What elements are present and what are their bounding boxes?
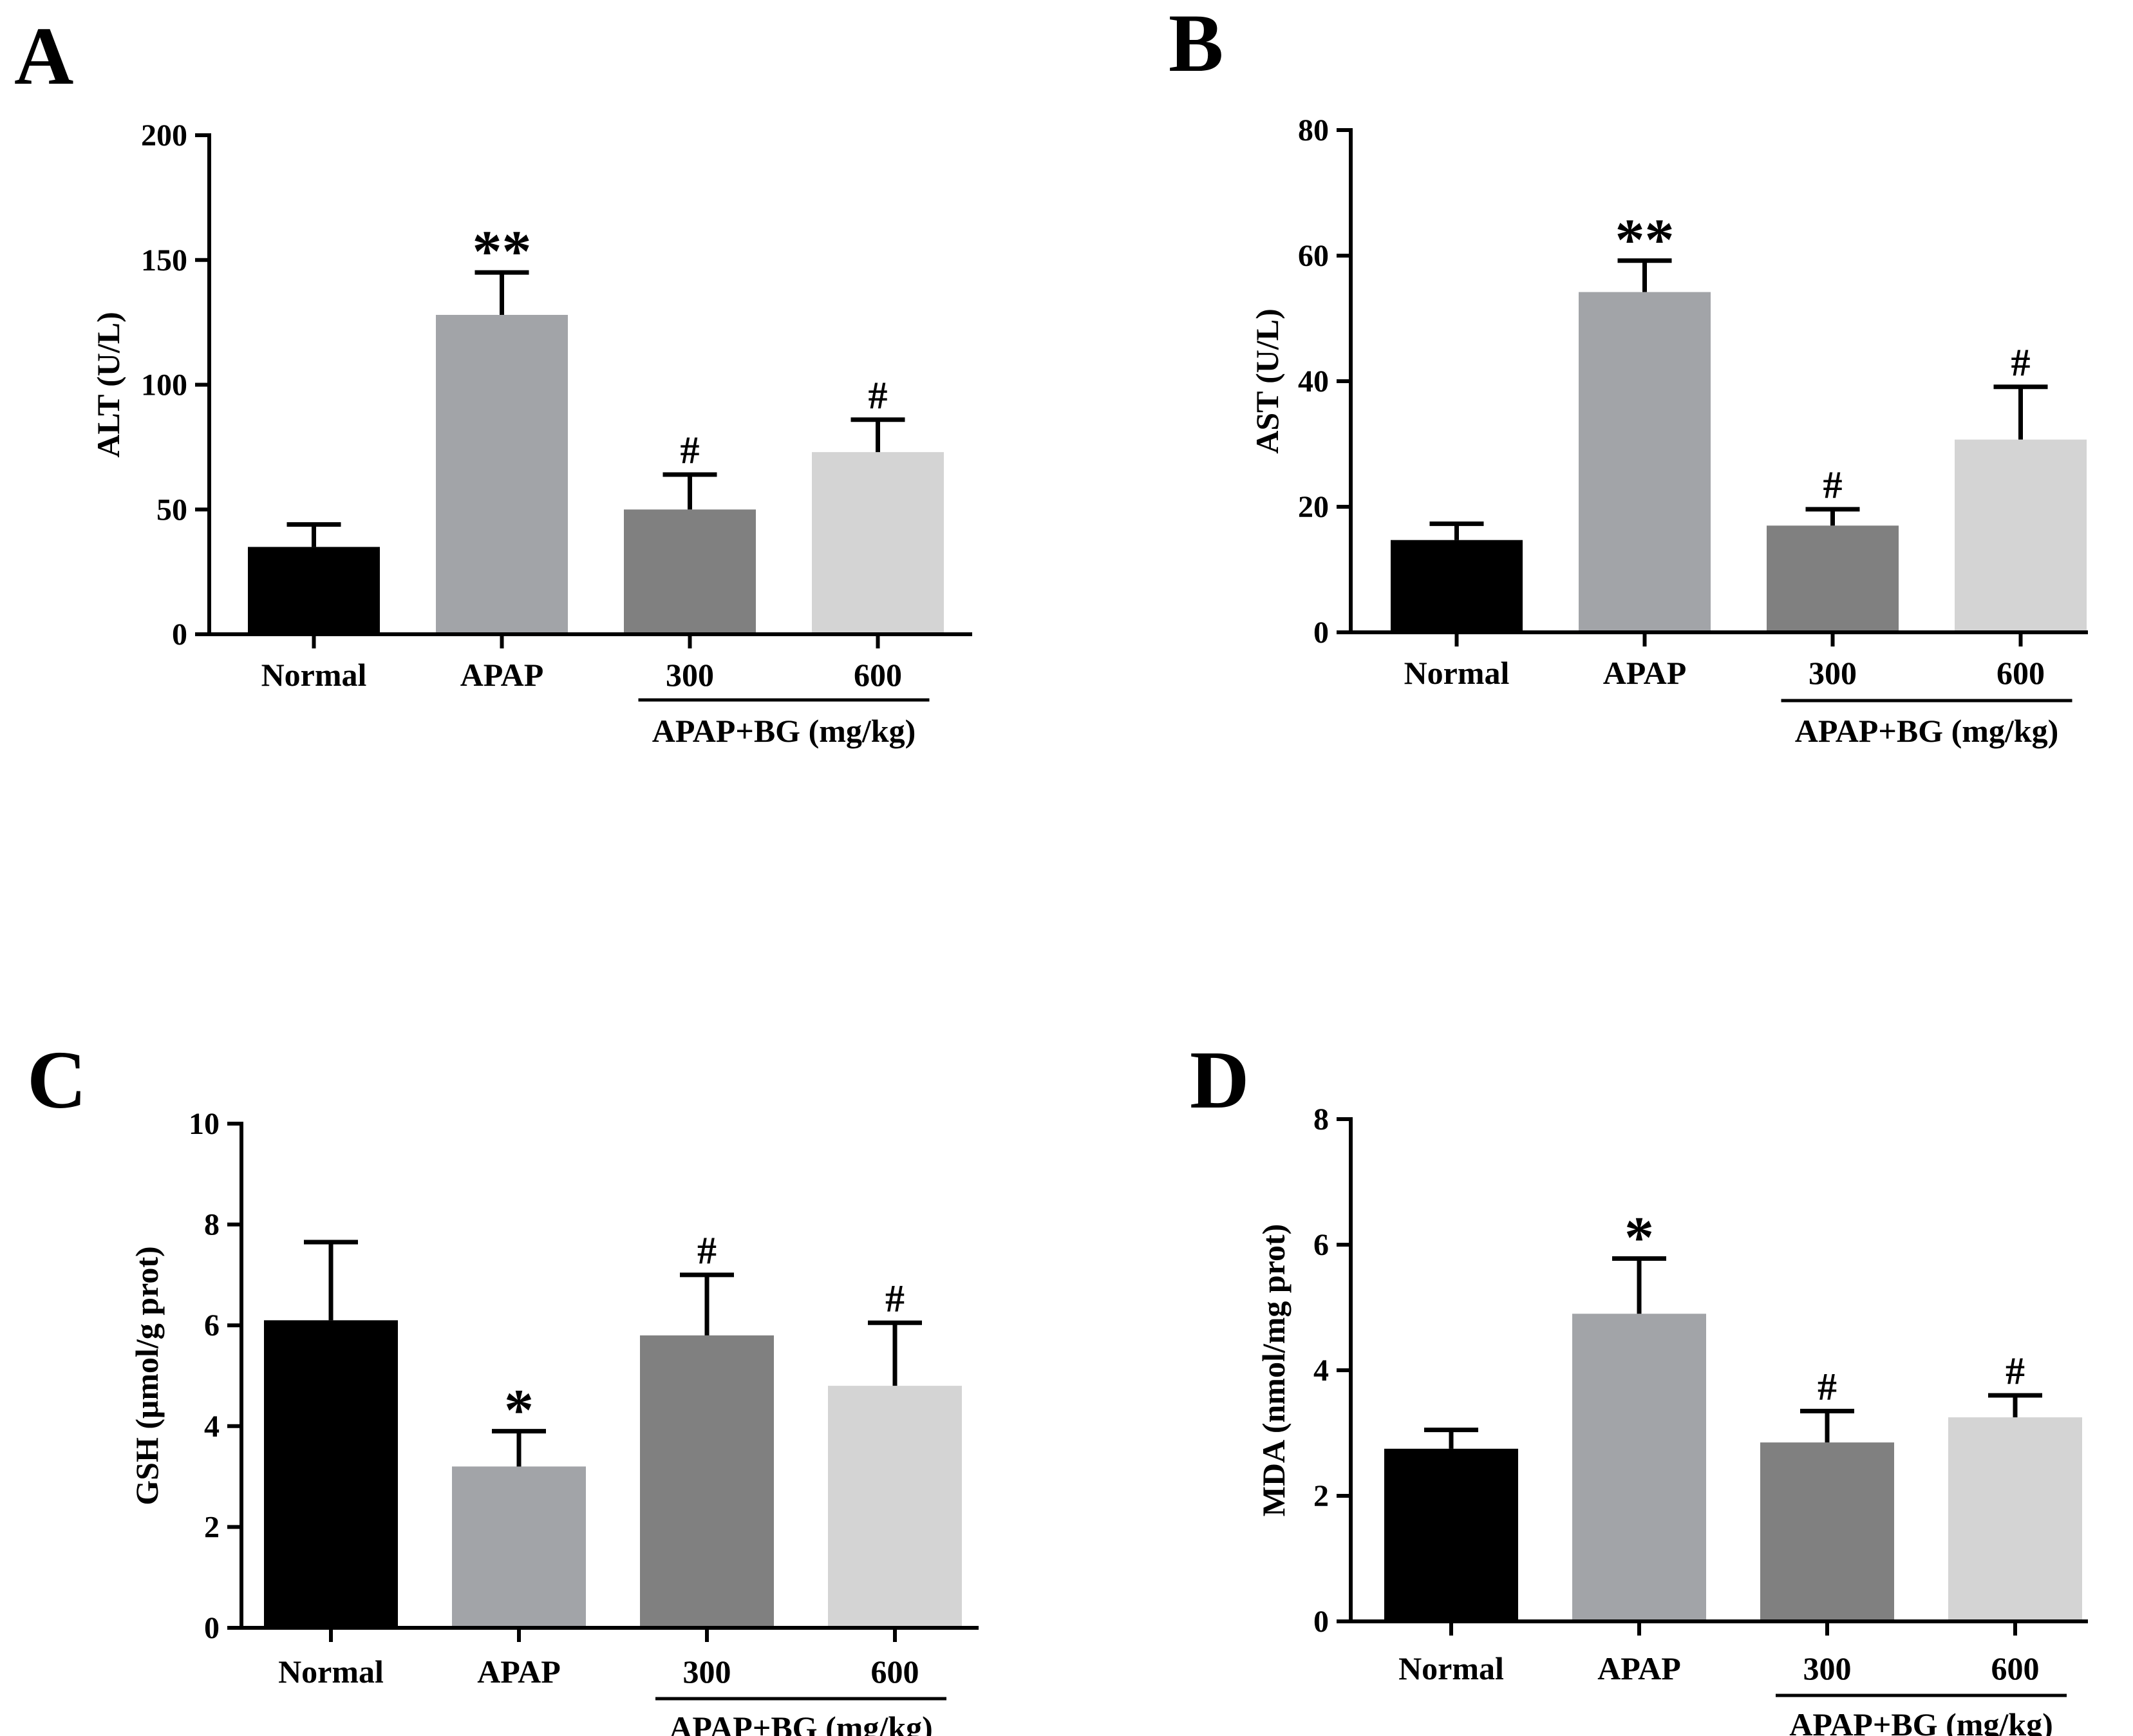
panel-d-bar-4 — [1948, 1417, 2082, 1621]
panel-d-significance-4: # — [2006, 1350, 2025, 1392]
panel-a-y-tick-label: 50 — [156, 493, 187, 527]
panel-a-x-tick-label: 300 — [666, 657, 714, 693]
panel-a-y-axis-title: ALT (U/L) — [90, 312, 126, 457]
panel-c-bar-3 — [640, 1335, 774, 1628]
panel-d-x-tick-label: 300 — [1803, 1650, 1852, 1686]
panel-a-letter: A — [14, 10, 73, 102]
panel-a-y-tick-label: 100 — [141, 368, 187, 402]
panel-b-bar-2 — [1579, 292, 1711, 632]
panel-b-x-tick-label: 300 — [1809, 655, 1857, 691]
panel-a-bar-3 — [624, 509, 756, 634]
panel-d-y-tick-label: 2 — [1313, 1479, 1329, 1513]
panel-c-y-tick-label: 8 — [204, 1208, 220, 1242]
panel-c-y-tick-label: 0 — [204, 1611, 220, 1645]
panel-b-bar-3 — [1767, 525, 1899, 632]
panel-a-significance-4: # — [869, 374, 888, 417]
panel-d-x-tick-label: APAP — [1597, 1650, 1681, 1686]
panel-d-group-label: APAP+BG (mg/kg) — [1789, 1706, 2053, 1736]
panel-a-bar-4 — [812, 452, 944, 634]
panel-b-x-tick-label: APAP — [1603, 655, 1687, 691]
panel-b-x-tick-label: Normal — [1404, 655, 1510, 691]
panel-d-bar-2 — [1572, 1314, 1706, 1621]
panel-b-x-tick-label: 600 — [1997, 655, 2045, 691]
panel-d-significance-3: # — [1818, 1365, 1837, 1408]
panel-d-significance-2: * — [1624, 1204, 1654, 1270]
panel-b-y-tick-label: 60 — [1298, 239, 1329, 273]
panel-c-y-tick-label: 4 — [204, 1410, 220, 1444]
panel-b-y-tick-label: 0 — [1313, 616, 1329, 650]
panel-c-y-tick-label: 6 — [204, 1308, 220, 1343]
panel-b-bar-4 — [1955, 439, 2087, 632]
panel-d-bar-1 — [1384, 1448, 1518, 1621]
panel-c-group-label: APAP+BG (mg/kg) — [669, 1710, 932, 1736]
panel-d-y-axis-title: MDA (nmol/mg prot) — [1255, 1224, 1292, 1517]
panel-b-y-axis-title: AST (U/L) — [1249, 308, 1285, 454]
panel-d-y-tick-label: 4 — [1313, 1354, 1329, 1388]
panel-c-significance-2: * — [504, 1377, 534, 1443]
panel-a-y-tick-label: 200 — [141, 118, 187, 153]
panel-c-letter: C — [27, 1034, 86, 1126]
panel-a-bar-1 — [248, 547, 380, 634]
panel-c-x-tick-label: 300 — [683, 1654, 731, 1690]
panel-a-x-tick-label: Normal — [261, 657, 367, 693]
panel-b-letter: B — [1169, 0, 1223, 89]
panel-b-y-tick-label: 80 — [1298, 113, 1329, 147]
panel-c-bar-4 — [828, 1386, 962, 1628]
panel-c-y-tick-label: 10 — [189, 1107, 220, 1141]
panel-b-significance-2: ** — [1615, 207, 1675, 272]
panel-b-significance-3: # — [1823, 464, 1843, 506]
panel-a-significance-2: ** — [473, 218, 532, 284]
panel-c-bar-2 — [452, 1466, 586, 1628]
panel-a-significance-3: # — [681, 429, 700, 471]
panel-c-significance-3: # — [697, 1229, 717, 1272]
panel-d-y-tick-label: 0 — [1313, 1605, 1329, 1639]
panel-c-x-tick-label: Normal — [278, 1654, 384, 1690]
panel-c-x-tick-label: APAP — [477, 1654, 561, 1690]
panel-b-group-label: APAP+BG (mg/kg) — [1795, 713, 2058, 749]
panel-b-y-tick-label: 40 — [1298, 364, 1329, 399]
panel-d-x-tick-label: 600 — [1991, 1650, 2040, 1686]
panel-a-y-tick-label: 150 — [141, 243, 187, 278]
panel-c-x-tick-label: 600 — [871, 1654, 919, 1690]
panel-c-bar-1 — [264, 1320, 398, 1628]
panel-c-y-axis-title: GSH (μmol/g prot) — [129, 1246, 165, 1505]
panel-b-bar-1 — [1391, 540, 1523, 632]
panel-d-y-tick-label: 6 — [1313, 1228, 1329, 1262]
panel-a-x-tick-label: 600 — [854, 657, 902, 693]
panel-d-x-tick-label: Normal — [1398, 1650, 1504, 1686]
panel-d-letter: D — [1190, 1034, 1249, 1126]
panel-a-group-label: APAP+BG (mg/kg) — [652, 713, 916, 749]
panel-b-y-tick-label: 20 — [1298, 490, 1329, 524]
panel-c-significance-4: # — [885, 1277, 905, 1319]
panel-d-y-tick-label: 8 — [1313, 1102, 1329, 1137]
panel-c-y-tick-label: 2 — [204, 1510, 220, 1544]
panel-a-x-tick-label: APAP — [460, 657, 544, 693]
panel-b-significance-4: # — [2011, 341, 2031, 384]
panel-a-bar-2 — [436, 315, 568, 634]
panel-a-y-tick-label: 0 — [172, 618, 187, 652]
panel-d-bar-3 — [1760, 1442, 1894, 1621]
